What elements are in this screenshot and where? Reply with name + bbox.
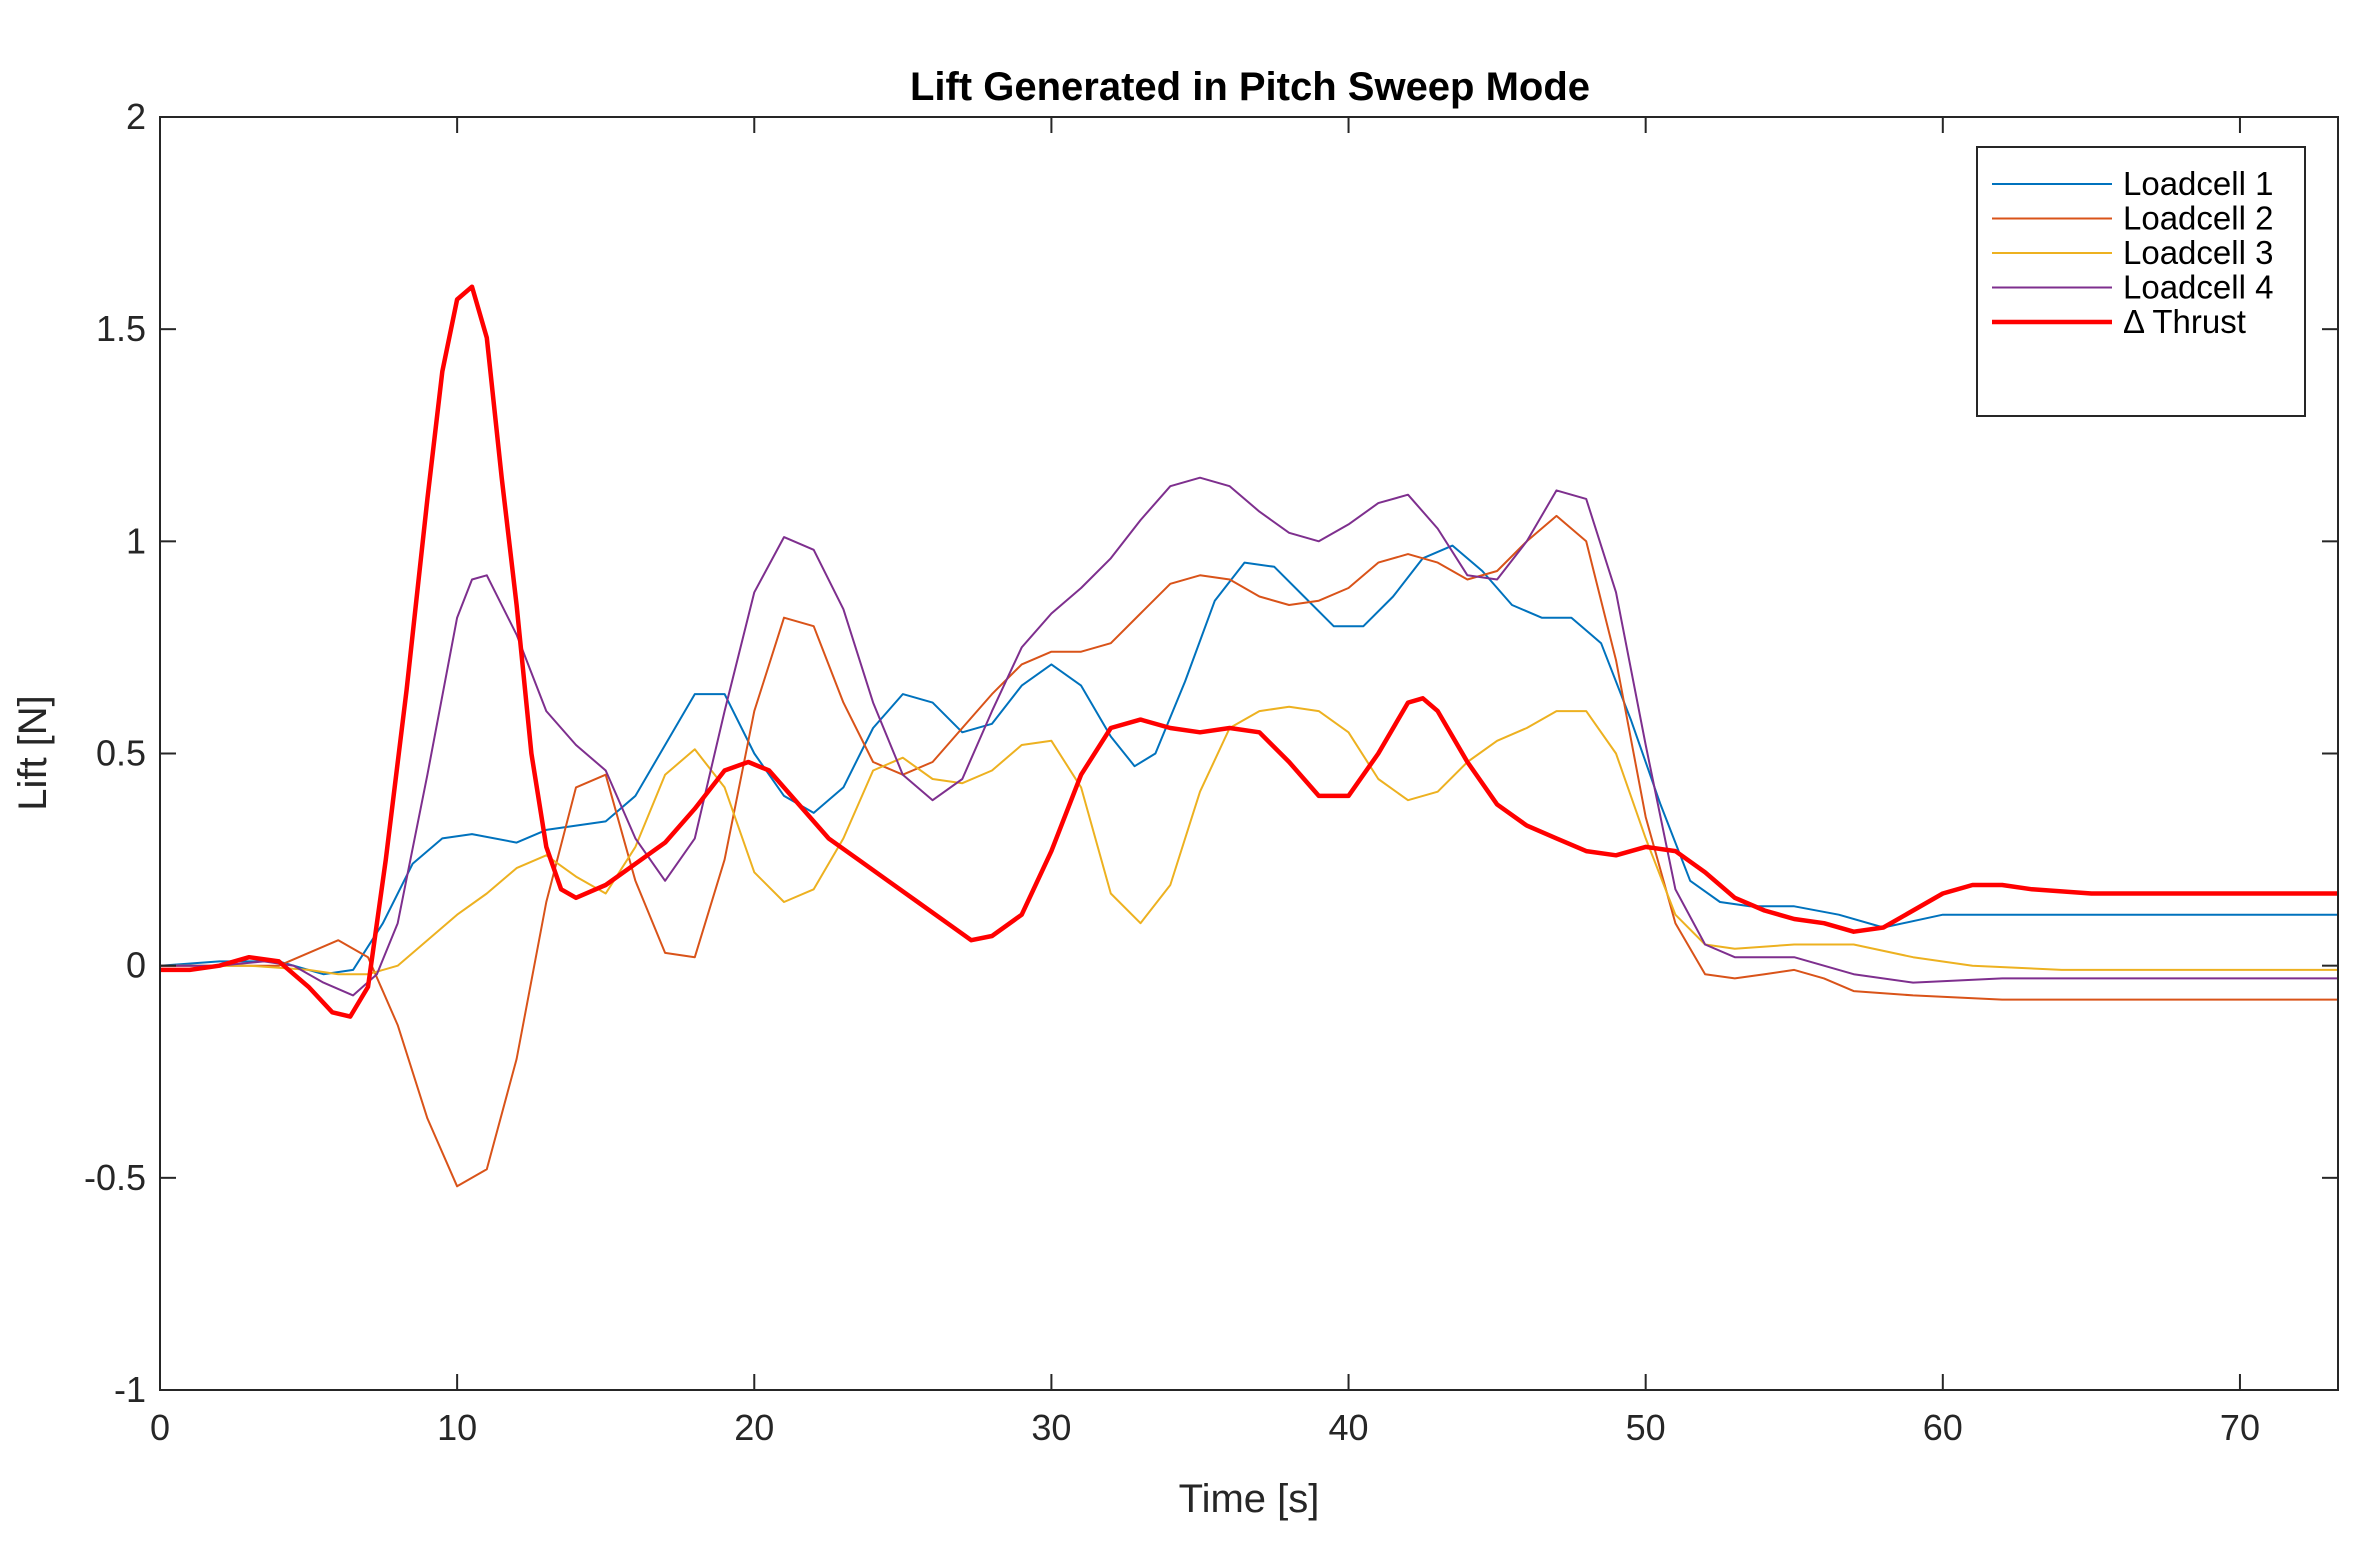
x-tick-label: 30 <box>1031 1407 1071 1448</box>
y-tick-label: 0.5 <box>96 733 146 774</box>
x-axis-label: Time [s] <box>1179 1477 1320 1521</box>
x-tick-label: 50 <box>1626 1407 1666 1448</box>
y-axis-label: Lift [N] <box>11 695 55 811</box>
y-tick-label: -1 <box>114 1369 146 1410</box>
y-axis: -1 -0.5 0 0.5 1 1.5 2 <box>84 96 2338 1410</box>
series-line-loadcell-3 <box>160 705 2338 976</box>
x-tick-label: 40 <box>1329 1407 1369 1448</box>
legend-label-loadcell-4: Loadcell 4 <box>2123 269 2273 306</box>
legend-box <box>1976 146 2306 417</box>
legend-label-loadcell-2: Loadcell 2 <box>2123 200 2273 237</box>
x-tick-label: 10 <box>437 1407 477 1448</box>
series-line-loadcell-1 <box>160 544 2338 976</box>
legend-label-thrust: Δ Thrust <box>2123 303 2246 340</box>
legend-label-loadcell-1: Loadcell 1 <box>2123 165 2273 202</box>
chart-title: Lift Generated in Pitch Sweep Mode <box>910 65 1590 109</box>
series-layer <box>160 284 2338 1188</box>
y-tick-label: 2 <box>126 96 146 137</box>
series-line-loadcell-4 <box>160 476 2338 997</box>
y-tick-label: 0 <box>126 945 146 986</box>
x-tick-label: 70 <box>2220 1407 2260 1448</box>
y-tick-label: 1 <box>126 520 146 561</box>
x-axis: 0 10 20 30 40 50 60 70 <box>150 117 2260 1448</box>
series-line-loadcell-2 <box>160 514 2338 1188</box>
x-tick-label: 60 <box>1923 1407 1963 1448</box>
y-tick-label: 1.5 <box>96 308 146 349</box>
x-tick-label: 20 <box>734 1407 774 1448</box>
series-line-thrust <box>160 284 2338 1019</box>
x-tick-label: 0 <box>150 1407 170 1448</box>
y-tick-label: -0.5 <box>84 1157 146 1198</box>
legend-label-loadcell-3: Loadcell 3 <box>2123 234 2273 271</box>
